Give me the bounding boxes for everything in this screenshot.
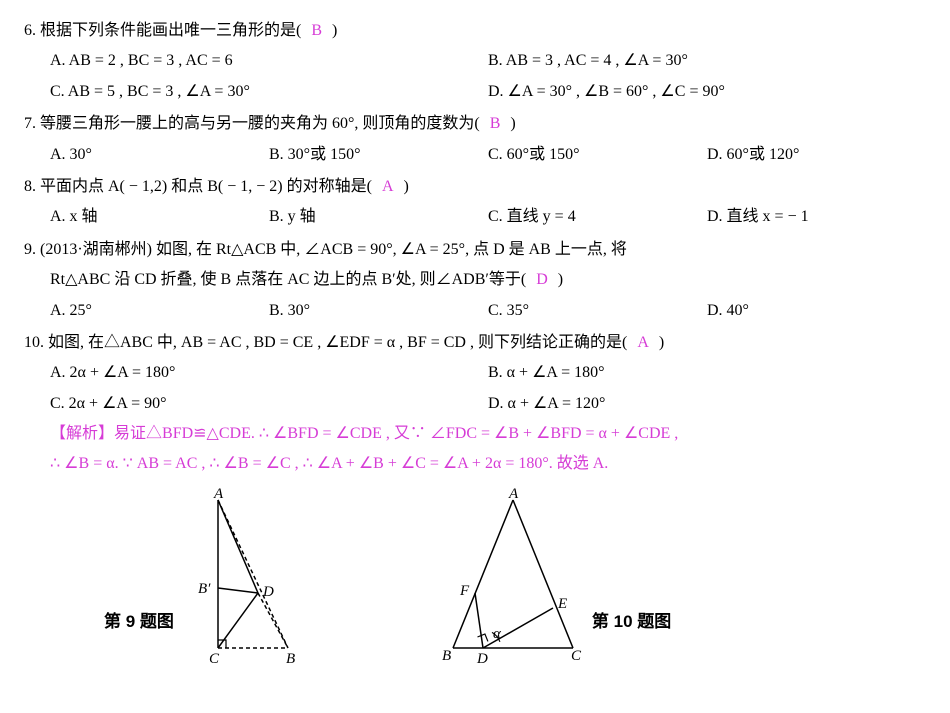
q7-text-pre: 等腰三角形一腰上的高与另一腰的夹角为 60°, 则顶角的度数为( [40,115,480,132]
q6-text-post: ) [332,22,337,39]
svg-text:A: A [213,488,224,502]
q9-text-pre: (2013·湖南郴州) 如图, 在 Rt△ACB 中, ∠ACB = 90°, … [40,241,627,258]
q7-options: A. 30° B. 30°或 150° C. 60°或 150° D. 60°或… [24,140,926,170]
q9-options: A. 25° B. 30° C. 35° D. 40° [24,296,926,326]
q9-text-post: ) [558,271,563,288]
svg-text:D: D [476,651,488,667]
q6-stem: 6. 根据下列条件能画出唯一三角形的是( B ) [24,16,926,46]
q10-analysis-line1: 易证△BFD≌△CDE. ∴ ∠BFD = ∠CDE , 又∵ ∠FDC = ∠… [114,425,678,442]
svg-text:C: C [571,648,582,664]
q8-opt-c: C. 直线 y = 4 [488,202,707,232]
q10-text-post: ) [659,334,664,351]
q8-stem: 8. 平面内点 A( − 1,2) 和点 B( − 1, − 2) 的对称轴是(… [24,172,926,202]
q6-number: 6. [24,22,36,39]
q7-opt-c: C. 60°或 150° [488,140,707,170]
q9-opt-a: A. 25° [50,296,269,326]
figure-9-block: 第 9 题图 A B′ C B D [104,488,308,668]
q10-analysis-line2: ∴ ∠B = α. ∵ AB = AC , ∴ ∠B = ∠C , ∴ ∠A +… [50,455,608,472]
q9-answer: D [530,271,554,288]
q8-opt-b: B. y 轴 [269,202,488,232]
q7-opt-b: B. 30°或 150° [269,140,488,170]
svg-text:D: D [262,584,274,600]
q8-opt-d: D. 直线 x = − 1 [707,202,926,232]
q10-analysis-label: 【解析】 [50,425,114,442]
q7-answer: B [484,115,507,132]
q8-options: A. x 轴 B. y 轴 C. 直线 y = 4 D. 直线 x = − 1 [24,202,926,232]
q6-options: A. AB = 2 , BC = 3 , AC = 6 B. AB = 3 , … [24,46,926,107]
q7-text-post: ) [510,115,515,132]
svg-text:A: A [508,488,519,502]
q6-opt-c: C. AB = 5 , BC = 3 , ∠A = 30° [50,77,488,107]
q10-text-pre: 如图, 在△ABC 中, AB = AC , BD = CE , ∠EDF = … [48,334,627,351]
q7-number: 7. [24,115,36,132]
figure-10-block: A B C F D Eα 第 10 题图 [428,488,671,668]
svg-text:C: C [209,651,220,667]
figure-10-diagram: A B C F D Eα [428,488,588,668]
svg-text:E: E [557,596,567,612]
q6-text-pre: 根据下列条件能画出唯一三角形的是( [40,22,301,39]
q10-analysis: 【解析】易证△BFD≌△CDE. ∴ ∠BFD = ∠CDE , 又∵ ∠FDC… [24,419,926,480]
q8-number: 8. [24,178,36,195]
q10-opt-c: C. 2α + ∠A = 90° [50,389,488,419]
figure-10-caption: 第 10 题图 [592,606,671,668]
question-6: 6. 根据下列条件能画出唯一三角形的是( B ) A. AB = 2 , BC … [24,16,926,107]
q9-opt-c: C. 35° [488,296,707,326]
q9-text-line2: Rt△ABC 沿 CD 折叠, 使 B 点落在 AC 边上的点 B′处, 则∠A… [50,271,526,288]
svg-text:B: B [442,648,451,664]
q10-options: A. 2α + ∠A = 180° B. α + ∠A = 180° C. 2α… [24,358,926,419]
q8-answer: A [376,178,400,195]
figure-9-diagram: A B′ C B D [178,488,308,668]
q9-number: 9. [24,241,36,258]
figure-9-caption: 第 9 题图 [104,606,174,668]
q8-text-post: ) [404,178,409,195]
q10-number: 10. [24,334,44,351]
q10-opt-d: D. α + ∠A = 120° [488,389,926,419]
svg-text:F: F [459,583,470,599]
q6-opt-a: A. AB = 2 , BC = 3 , AC = 6 [50,46,488,76]
question-10: 10. 如图, 在△ABC 中, AB = AC , BD = CE , ∠ED… [24,328,926,480]
q7-opt-d: D. 60°或 120° [707,140,926,170]
question-9: 9. (2013·湖南郴州) 如图, 在 Rt△ACB 中, ∠ACB = 90… [24,235,926,326]
q6-opt-d: D. ∠A = 30° , ∠B = 60° , ∠C = 90° [488,77,926,107]
q10-opt-a: A. 2α + ∠A = 180° [50,358,488,388]
q10-opt-b: B. α + ∠A = 180° [488,358,926,388]
q9-opt-d: D. 40° [707,296,926,326]
q10-answer: A [631,334,655,351]
svg-text:α: α [493,626,502,642]
q8-text-pre: 平面内点 A( − 1,2) 和点 B( − 1, − 2) 的对称轴是( [40,178,372,195]
svg-text:B: B [286,651,295,667]
svg-text:B′: B′ [198,581,211,597]
q9-opt-b: B. 30° [269,296,488,326]
q10-stem: 10. 如图, 在△ABC 中, AB = AC , BD = CE , ∠ED… [24,328,926,358]
question-7: 7. 等腰三角形一腰上的高与另一腰的夹角为 60°, 则顶角的度数为( B ) … [24,109,926,170]
q6-answer: B [305,22,328,39]
question-8: 8. 平面内点 A( − 1,2) 和点 B( − 1, − 2) 的对称轴是(… [24,172,926,233]
q9-stem-line2-wrap: Rt△ABC 沿 CD 折叠, 使 B 点落在 AC 边上的点 B′处, 则∠A… [24,265,926,295]
figures-row: 第 9 题图 A B′ C B D A B C F D Eα 第 10 题图 [24,488,926,668]
q6-opt-b: B. AB = 3 , AC = 4 , ∠A = 30° [488,46,926,76]
q8-opt-a: A. x 轴 [50,202,269,232]
q7-stem: 7. 等腰三角形一腰上的高与另一腰的夹角为 60°, 则顶角的度数为( B ) [24,109,926,139]
q9-stem: 9. (2013·湖南郴州) 如图, 在 Rt△ACB 中, ∠ACB = 90… [24,235,926,265]
q7-opt-a: A. 30° [50,140,269,170]
